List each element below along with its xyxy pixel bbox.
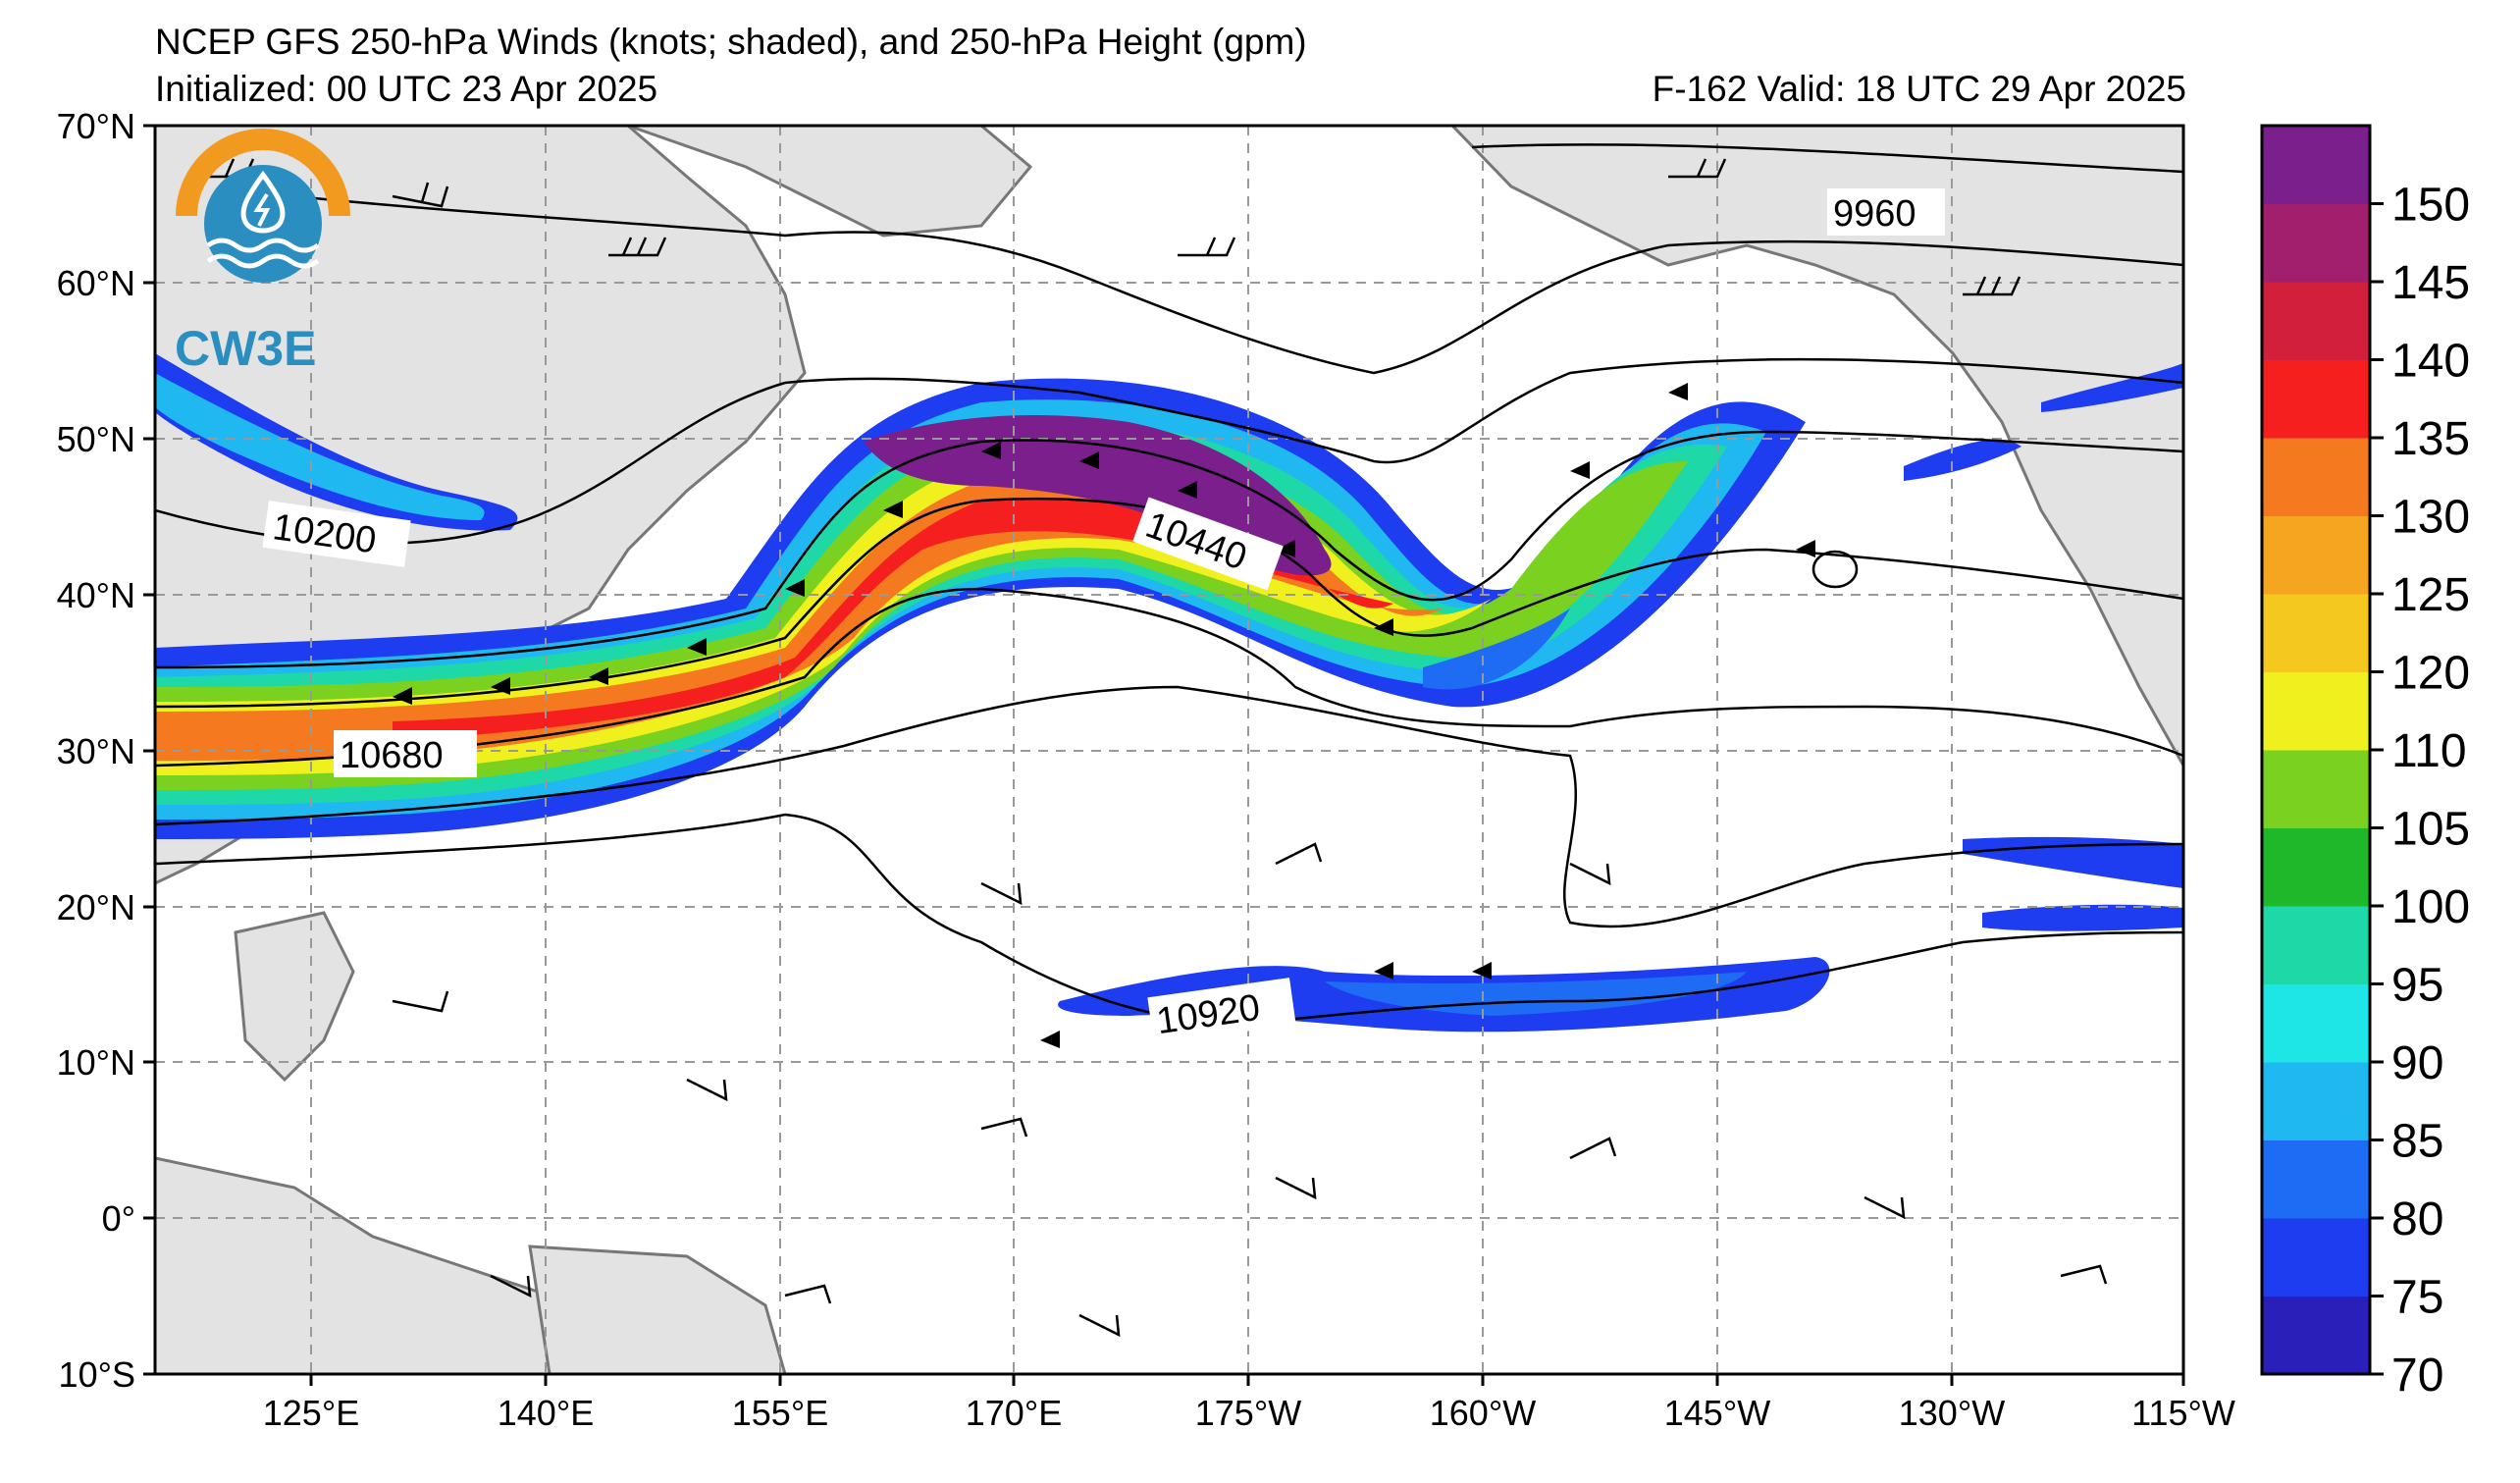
lat-label-40n: 40°N xyxy=(57,575,135,615)
contour-label-10680: 10680 xyxy=(340,735,444,776)
colorbar-segment xyxy=(2262,1062,2370,1140)
cw3e-logo: CW3E xyxy=(175,129,350,376)
colorbar-segment xyxy=(2262,1139,2370,1219)
colorbar-tick-label: 75 xyxy=(2391,1272,2443,1324)
colorbar-segment xyxy=(2262,671,2370,751)
longitude-labels: 125°E 140°E 155°E 170°E 175°W 160°W 145°… xyxy=(263,1393,2235,1433)
colorbar-tick-label: 90 xyxy=(2391,1037,2443,1089)
lon-label-130w: 130°W xyxy=(1899,1393,2005,1433)
wind-barbs xyxy=(196,158,2108,1338)
north-america-landmass xyxy=(1449,126,2183,769)
lon-label-140e: 140°E xyxy=(498,1393,594,1433)
longitude-axis xyxy=(309,1374,2185,1386)
colorbar-tick-label: 140 xyxy=(2391,336,2470,388)
contour-label-group: 9960 10200 10440 10680 10920 xyxy=(262,188,1945,1044)
lon-label-145w: 145°W xyxy=(1664,1393,1770,1433)
colorbar-tick-label: 135 xyxy=(2391,413,2470,465)
colorbar-tick-label: 95 xyxy=(2391,960,2443,1012)
colorbar-tick-label: 150 xyxy=(2391,180,2470,232)
colorbar-segment xyxy=(2262,203,2370,283)
colorbar-tick-label: 80 xyxy=(2391,1193,2443,1245)
lon-label-175w: 175°W xyxy=(1195,1393,1301,1433)
latitude-axis xyxy=(143,124,155,1376)
lon-label-125e: 125°E xyxy=(263,1393,359,1433)
colorbar-tick-label: 70 xyxy=(2391,1350,2443,1402)
colorbar-tick-label: 110 xyxy=(2391,725,2467,777)
colorbar-segment xyxy=(2262,1218,2370,1297)
initialized-time: Initialized: 00 UTC 23 Apr 2025 xyxy=(155,69,658,109)
colorbar-segment xyxy=(2262,282,2370,360)
colorbar: 150 145 140 135 130 125 120 110 105 100 95 90 85 80 75… xyxy=(2262,126,2470,1402)
colorbar-segment xyxy=(2262,983,2370,1063)
lat-label-20n: 20°N xyxy=(57,887,135,927)
colorbar-tick-label: 130 xyxy=(2391,492,2470,544)
wind-barb-flags xyxy=(393,383,1815,1048)
contour-10200 xyxy=(155,357,2183,546)
colorbar-segment xyxy=(2262,594,2370,672)
contour-label-9960: 9960 xyxy=(1833,193,1916,235)
lat-label-50n: 50°N xyxy=(57,419,135,459)
colorbar-tick-label: 100 xyxy=(2391,881,2470,933)
lon-label-115w: 115°W xyxy=(2131,1393,2235,1433)
colorbar-frame xyxy=(2260,124,2372,1376)
contour-10560 xyxy=(155,587,2183,768)
colorbar-segment xyxy=(2262,750,2370,828)
colorbar-tick-label: 105 xyxy=(2391,804,2470,856)
colorbar-segment xyxy=(2262,438,2370,516)
lat-label-30n: 30°N xyxy=(57,731,135,771)
valid-time: F-162 Valid: 18 UTC 29 Apr 2025 xyxy=(1652,69,2186,109)
lat-label-10n: 10°N xyxy=(57,1042,135,1083)
colorbar-tick-label: 120 xyxy=(2391,648,2470,700)
colorbar-segment xyxy=(2262,126,2370,204)
kamchatka-landmass xyxy=(627,126,1033,238)
colorbar-segment xyxy=(2262,827,2370,907)
lon-label-155e: 155°E xyxy=(732,1393,828,1433)
colorbar-tick-label: 85 xyxy=(2391,1116,2443,1168)
contour-10080 xyxy=(293,194,2183,375)
map-title: NCEP GFS 250-hPa Winds (knots; shaded), … xyxy=(155,22,1307,62)
contour-10320 xyxy=(155,430,2183,669)
lon-label-170e: 170°E xyxy=(966,1393,1062,1433)
colorbar-segment xyxy=(2262,906,2370,984)
latitude-labels: 70°N 60°N 50°N 40°N 30°N 20°N 10°N 0° 10… xyxy=(57,106,135,1395)
philippines-landmass xyxy=(234,911,355,1083)
colorbar-segment xyxy=(2262,359,2370,439)
colorbar-segment xyxy=(2262,1296,2370,1375)
lat-label-70n: 70°N xyxy=(57,106,135,146)
lat-label-0: 0° xyxy=(102,1198,135,1239)
map-gridlines xyxy=(155,126,2183,1374)
lat-label-60n: 60°N xyxy=(57,263,135,303)
colorbar-tick-label: 145 xyxy=(2391,257,2470,309)
colorbar-tick-label: 125 xyxy=(2391,569,2470,621)
logo-text: CW3E xyxy=(175,321,316,376)
lat-label-10s: 10°S xyxy=(59,1354,135,1395)
contour-10680 xyxy=(155,685,2183,928)
lon-label-160w: 160°W xyxy=(1430,1393,1536,1433)
colorbar-segment xyxy=(2262,515,2370,595)
contour-9960 xyxy=(1471,143,2183,174)
